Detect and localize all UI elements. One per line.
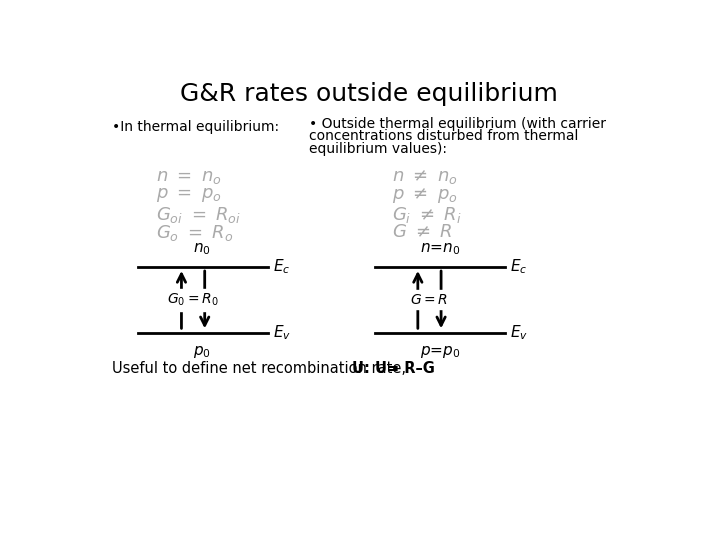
Text: $E_v$: $E_v$ bbox=[510, 323, 528, 342]
Text: $p_0$: $p_0$ bbox=[194, 343, 211, 360]
Text: $G_i\ \neq\ R_i$: $G_i\ \neq\ R_i$ bbox=[392, 205, 462, 225]
Text: $G_o\ =\ R_o$: $G_o\ =\ R_o$ bbox=[156, 224, 233, 244]
Text: $n_0$: $n_0$ bbox=[194, 241, 211, 256]
Text: $G = R$: $G = R$ bbox=[410, 293, 449, 307]
Text: $G_0 = R_0$: $G_0 = R_0$ bbox=[167, 292, 219, 308]
Text: $p\ \neq\ p_o$: $p\ \neq\ p_o$ bbox=[392, 186, 458, 205]
Text: $G_{oi}\ =\ R_{oi}$: $G_{oi}\ =\ R_{oi}$ bbox=[156, 205, 241, 225]
Text: $G\ \neq\ R$: $G\ \neq\ R$ bbox=[392, 224, 453, 241]
Text: $p\ =\ p_o$: $p\ =\ p_o$ bbox=[156, 186, 222, 205]
Text: equilibrium values):: equilibrium values): bbox=[310, 142, 447, 156]
Text: n=n$_0$: n=n$_0$ bbox=[420, 241, 461, 256]
Text: p=p$_0$: p=p$_0$ bbox=[420, 343, 461, 360]
Text: $n\ =\ n_o$: $n\ =\ n_o$ bbox=[156, 168, 222, 186]
Text: G&R rates outside equilibrium: G&R rates outside equilibrium bbox=[180, 82, 558, 106]
Text: $E_v$: $E_v$ bbox=[273, 323, 291, 342]
Text: $E_c$: $E_c$ bbox=[273, 257, 290, 276]
Text: concentrations disturbed from thermal: concentrations disturbed from thermal bbox=[310, 130, 579, 144]
Text: Useful to define net recombination rate,: Useful to define net recombination rate, bbox=[112, 361, 410, 376]
Text: • Outside thermal equilibrium (with carrier: • Outside thermal equilibrium (with carr… bbox=[310, 117, 606, 131]
Text: •In thermal equilibrium:: •In thermal equilibrium: bbox=[112, 120, 279, 134]
Text: $n\ \neq\ n_o$: $n\ \neq\ n_o$ bbox=[392, 168, 458, 186]
Text: U: U= R–G: U: U= R–G bbox=[352, 361, 435, 376]
Text: $E_c$: $E_c$ bbox=[510, 257, 527, 276]
